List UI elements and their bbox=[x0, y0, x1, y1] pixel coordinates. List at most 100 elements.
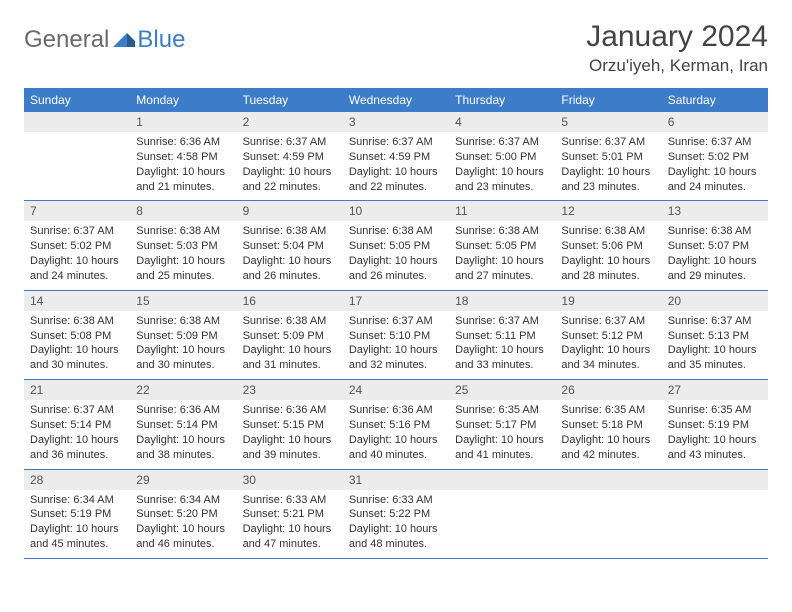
calendar-day-cell: 3Sunrise: 6:37 AMSunset: 4:59 PMDaylight… bbox=[343, 112, 449, 201]
title-block: January 2024 Orzu'iyeh, Kerman, Iran bbox=[586, 20, 768, 76]
day-number: 15 bbox=[130, 291, 236, 311]
day-number: 28 bbox=[24, 470, 130, 490]
day-number: 3 bbox=[343, 112, 449, 132]
day-details: Sunrise: 6:37 AMSunset: 5:02 PMDaylight:… bbox=[662, 132, 768, 200]
logo-text-general: General bbox=[24, 26, 109, 54]
day-number: 22 bbox=[130, 380, 236, 400]
day-number: 5 bbox=[555, 112, 661, 132]
empty-day-body bbox=[24, 132, 130, 194]
day-details: Sunrise: 6:36 AMSunset: 5:14 PMDaylight:… bbox=[130, 400, 236, 468]
day-number: 8 bbox=[130, 201, 236, 221]
day-number: 20 bbox=[662, 291, 768, 311]
day-number: 23 bbox=[237, 380, 343, 400]
weekday-header: Sunday bbox=[24, 88, 130, 112]
calendar-day-cell bbox=[662, 469, 768, 558]
day-number: 27 bbox=[662, 380, 768, 400]
empty-day-body bbox=[449, 490, 555, 552]
day-number: 16 bbox=[237, 291, 343, 311]
weekday-header: Saturday bbox=[662, 88, 768, 112]
day-details: Sunrise: 6:38 AMSunset: 5:03 PMDaylight:… bbox=[130, 221, 236, 289]
calendar-day-cell bbox=[555, 469, 661, 558]
day-details: Sunrise: 6:36 AMSunset: 5:15 PMDaylight:… bbox=[237, 400, 343, 468]
day-number: 24 bbox=[343, 380, 449, 400]
calendar-day-cell: 21Sunrise: 6:37 AMSunset: 5:14 PMDayligh… bbox=[24, 380, 130, 469]
day-number: 21 bbox=[24, 380, 130, 400]
calendar-day-cell: 16Sunrise: 6:38 AMSunset: 5:09 PMDayligh… bbox=[237, 290, 343, 379]
day-details: Sunrise: 6:38 AMSunset: 5:07 PMDaylight:… bbox=[662, 221, 768, 289]
day-number: 10 bbox=[343, 201, 449, 221]
day-number: 31 bbox=[343, 470, 449, 490]
day-details: Sunrise: 6:38 AMSunset: 5:05 PMDaylight:… bbox=[343, 221, 449, 289]
calendar-day-cell: 22Sunrise: 6:36 AMSunset: 5:14 PMDayligh… bbox=[130, 380, 236, 469]
empty-day-body bbox=[662, 490, 768, 552]
day-number: 25 bbox=[449, 380, 555, 400]
logo-text-blue: Blue bbox=[137, 26, 185, 54]
calendar-day-cell bbox=[24, 112, 130, 201]
day-details: Sunrise: 6:38 AMSunset: 5:09 PMDaylight:… bbox=[237, 311, 343, 379]
logo-triangle-icon bbox=[113, 31, 135, 47]
weekday-header: Tuesday bbox=[237, 88, 343, 112]
day-details: Sunrise: 6:37 AMSunset: 5:12 PMDaylight:… bbox=[555, 311, 661, 379]
day-details: Sunrise: 6:35 AMSunset: 5:17 PMDaylight:… bbox=[449, 400, 555, 468]
day-number: 13 bbox=[662, 201, 768, 221]
day-details: Sunrise: 6:38 AMSunset: 5:06 PMDaylight:… bbox=[555, 221, 661, 289]
day-details: Sunrise: 6:37 AMSunset: 5:11 PMDaylight:… bbox=[449, 311, 555, 379]
page-header: General Blue January 2024 Orzu'iyeh, Ker… bbox=[24, 20, 768, 76]
location-text: Orzu'iyeh, Kerman, Iran bbox=[586, 56, 768, 76]
day-details: Sunrise: 6:33 AMSunset: 5:22 PMDaylight:… bbox=[343, 490, 449, 558]
calendar-day-cell: 10Sunrise: 6:38 AMSunset: 5:05 PMDayligh… bbox=[343, 201, 449, 290]
day-details: Sunrise: 6:37 AMSunset: 4:59 PMDaylight:… bbox=[237, 132, 343, 200]
calendar-day-cell: 25Sunrise: 6:35 AMSunset: 5:17 PMDayligh… bbox=[449, 380, 555, 469]
calendar-day-cell: 9Sunrise: 6:38 AMSunset: 5:04 PMDaylight… bbox=[237, 201, 343, 290]
calendar-day-cell: 18Sunrise: 6:37 AMSunset: 5:11 PMDayligh… bbox=[449, 290, 555, 379]
empty-day-body bbox=[555, 490, 661, 552]
calendar-day-cell: 17Sunrise: 6:37 AMSunset: 5:10 PMDayligh… bbox=[343, 290, 449, 379]
day-details: Sunrise: 6:37 AMSunset: 5:00 PMDaylight:… bbox=[449, 132, 555, 200]
day-number: 26 bbox=[555, 380, 661, 400]
calendar-week-row: 14Sunrise: 6:38 AMSunset: 5:08 PMDayligh… bbox=[24, 290, 768, 379]
day-number: 2 bbox=[237, 112, 343, 132]
calendar-day-cell: 5Sunrise: 6:37 AMSunset: 5:01 PMDaylight… bbox=[555, 112, 661, 201]
day-number: 11 bbox=[449, 201, 555, 221]
day-details: Sunrise: 6:38 AMSunset: 5:09 PMDaylight:… bbox=[130, 311, 236, 379]
day-number: 4 bbox=[449, 112, 555, 132]
calendar-day-cell: 26Sunrise: 6:35 AMSunset: 5:18 PMDayligh… bbox=[555, 380, 661, 469]
logo: General Blue bbox=[24, 26, 185, 54]
calendar-day-cell: 7Sunrise: 6:37 AMSunset: 5:02 PMDaylight… bbox=[24, 201, 130, 290]
day-number: 19 bbox=[555, 291, 661, 311]
day-number: 29 bbox=[130, 470, 236, 490]
weekday-header: Monday bbox=[130, 88, 236, 112]
calendar-day-cell: 14Sunrise: 6:38 AMSunset: 5:08 PMDayligh… bbox=[24, 290, 130, 379]
day-details: Sunrise: 6:34 AMSunset: 5:19 PMDaylight:… bbox=[24, 490, 130, 558]
calendar-day-cell: 13Sunrise: 6:38 AMSunset: 5:07 PMDayligh… bbox=[662, 201, 768, 290]
day-details: Sunrise: 6:33 AMSunset: 5:21 PMDaylight:… bbox=[237, 490, 343, 558]
weekday-header: Thursday bbox=[449, 88, 555, 112]
day-details: Sunrise: 6:37 AMSunset: 5:10 PMDaylight:… bbox=[343, 311, 449, 379]
empty-day-number bbox=[555, 470, 661, 490]
calendar-week-row: 28Sunrise: 6:34 AMSunset: 5:19 PMDayligh… bbox=[24, 469, 768, 558]
calendar-day-cell: 28Sunrise: 6:34 AMSunset: 5:19 PMDayligh… bbox=[24, 469, 130, 558]
calendar-day-cell: 1Sunrise: 6:36 AMSunset: 4:58 PMDaylight… bbox=[130, 112, 236, 201]
day-details: Sunrise: 6:37 AMSunset: 5:02 PMDaylight:… bbox=[24, 221, 130, 289]
day-number: 12 bbox=[555, 201, 661, 221]
calendar-day-cell bbox=[449, 469, 555, 558]
calendar-day-cell: 23Sunrise: 6:36 AMSunset: 5:15 PMDayligh… bbox=[237, 380, 343, 469]
day-details: Sunrise: 6:36 AMSunset: 5:16 PMDaylight:… bbox=[343, 400, 449, 468]
calendar-day-cell: 8Sunrise: 6:38 AMSunset: 5:03 PMDaylight… bbox=[130, 201, 236, 290]
calendar-week-row: 1Sunrise: 6:36 AMSunset: 4:58 PMDaylight… bbox=[24, 112, 768, 201]
weekday-header-row: Sunday Monday Tuesday Wednesday Thursday… bbox=[24, 88, 768, 112]
day-number: 1 bbox=[130, 112, 236, 132]
calendar-day-cell: 27Sunrise: 6:35 AMSunset: 5:19 PMDayligh… bbox=[662, 380, 768, 469]
day-details: Sunrise: 6:34 AMSunset: 5:20 PMDaylight:… bbox=[130, 490, 236, 558]
day-number: 9 bbox=[237, 201, 343, 221]
calendar-day-cell: 12Sunrise: 6:38 AMSunset: 5:06 PMDayligh… bbox=[555, 201, 661, 290]
day-details: Sunrise: 6:38 AMSunset: 5:04 PMDaylight:… bbox=[237, 221, 343, 289]
day-details: Sunrise: 6:35 AMSunset: 5:18 PMDaylight:… bbox=[555, 400, 661, 468]
empty-day-number bbox=[24, 112, 130, 132]
day-number: 17 bbox=[343, 291, 449, 311]
weekday-header: Friday bbox=[555, 88, 661, 112]
day-details: Sunrise: 6:37 AMSunset: 5:13 PMDaylight:… bbox=[662, 311, 768, 379]
calendar-day-cell: 6Sunrise: 6:37 AMSunset: 5:02 PMDaylight… bbox=[662, 112, 768, 201]
calendar-day-cell: 24Sunrise: 6:36 AMSunset: 5:16 PMDayligh… bbox=[343, 380, 449, 469]
calendar-day-cell: 11Sunrise: 6:38 AMSunset: 5:05 PMDayligh… bbox=[449, 201, 555, 290]
